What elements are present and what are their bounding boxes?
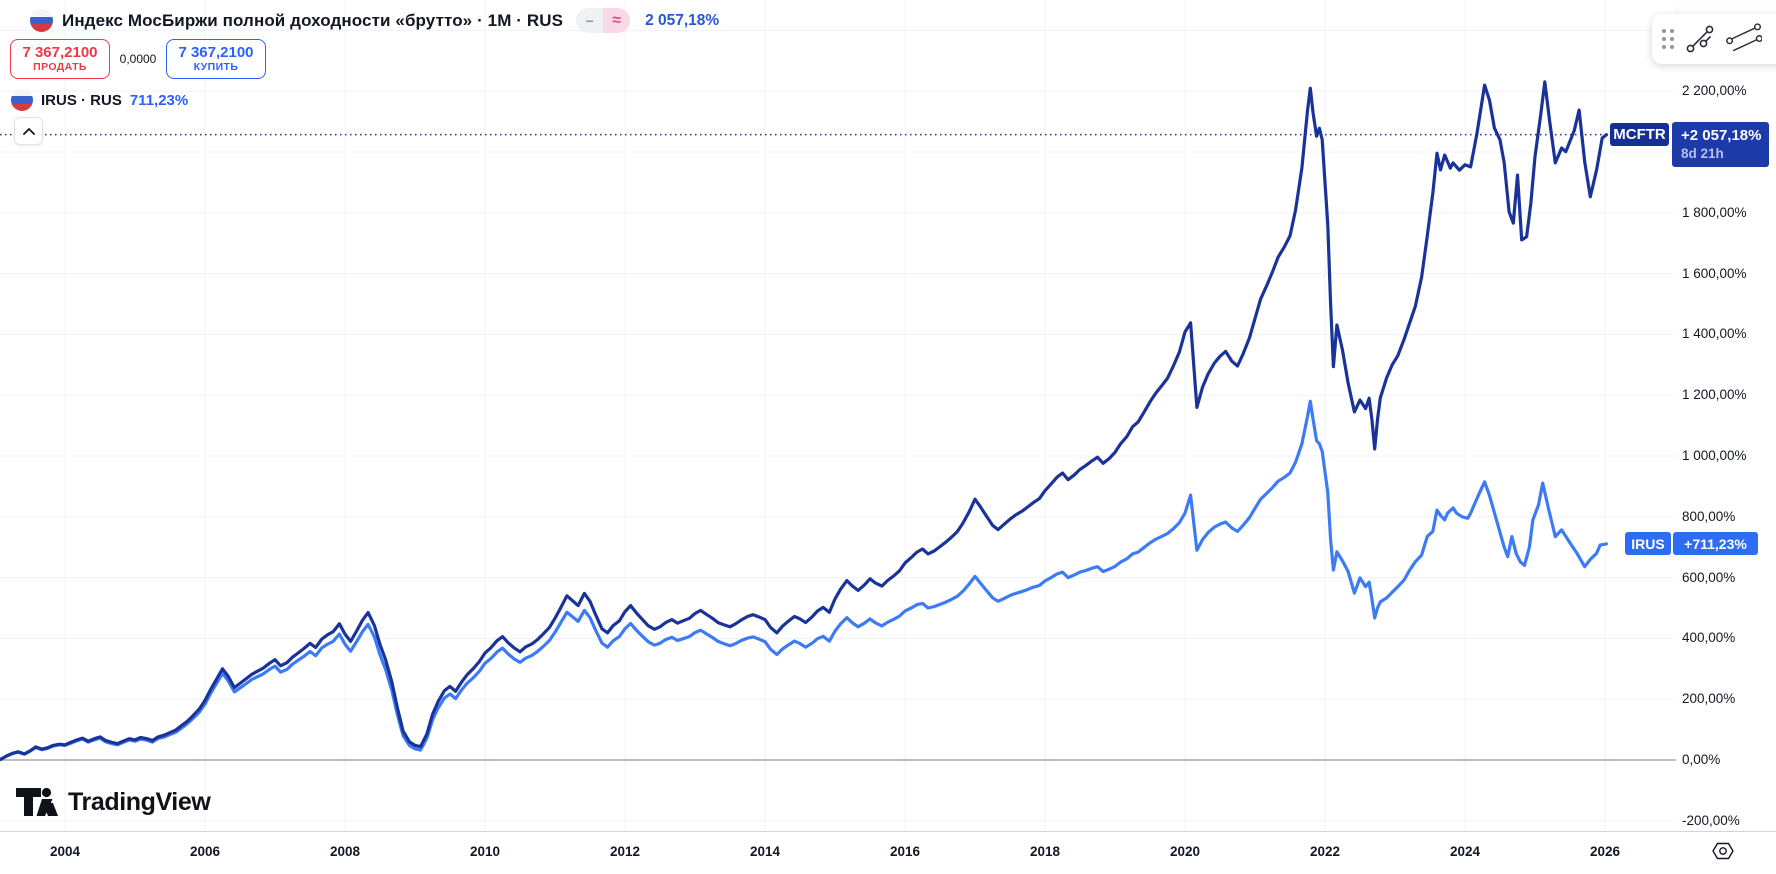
market-status-toggle[interactable]: − ≈ [576, 8, 631, 33]
trade-buttons: 7 367,2100 ПРОДАТЬ 0,0000 7 367,2100 КУП… [10, 39, 266, 79]
collapse-legend-button[interactable] [14, 117, 43, 145]
time-scale-label: 2006 [189, 844, 221, 859]
price-scale-label: 1 000,00% [1682, 448, 1747, 463]
time-scale-label: 2018 [1029, 844, 1061, 859]
time-scale-label: 2008 [329, 844, 361, 859]
price-scale-label: 1 600,00% [1682, 265, 1747, 281]
dash-icon[interactable]: − [576, 8, 604, 33]
mcftr-axis-label[interactable]: MCFTR [1610, 123, 1669, 147]
time-scale-label: 2012 [609, 844, 641, 859]
main-series-row[interactable]: Индекс МосБиржи полной доходности «брутт… [30, 8, 719, 33]
compare-value: 711,23% [129, 91, 189, 109]
tradingview-wordmark: TradingView [68, 787, 211, 816]
parallel-channel-tool-button[interactable] [1726, 21, 1762, 57]
time-axis[interactable] [0, 831, 1776, 874]
price-scale-label: -200,00% [1682, 812, 1740, 828]
sell-button[interactable]: 7 367,2100 ПРОДАТЬ [10, 39, 110, 79]
drawing-toolbar[interactable] [1652, 14, 1776, 64]
trend-line-tool-button[interactable] [1682, 21, 1718, 57]
tradingview-logo[interactable]: TradingView [15, 785, 211, 819]
time-scale-label: 2016 [889, 844, 921, 859]
price-scale-label: 1 800,00% [1682, 204, 1747, 220]
mcftr-price-value: +2 057,18% [1681, 127, 1762, 145]
symbol-title[interactable]: Индекс МосБиржи полной доходности «брутт… [62, 10, 564, 30]
drag-handle-icon[interactable] [1662, 29, 1674, 49]
price-scale-label: 600,00% [1682, 569, 1736, 585]
price-scale-label: 800,00% [1682, 508, 1736, 524]
chevron-up-icon [22, 127, 35, 135]
price-scale-label: 2 200,00% [1682, 83, 1747, 99]
spread-value: 0,0000 [119, 52, 157, 66]
irus-axis-label[interactable]: IRUS [1625, 532, 1671, 556]
main-series-value: 2 057,18% [645, 11, 720, 29]
tradingview-mark-icon [16, 787, 58, 816]
buy-price: 7 367,2100 [178, 44, 254, 61]
price-scale-label: 400,00% [1682, 630, 1736, 646]
time-scale-label: 2020 [1169, 844, 1201, 859]
compare-series-row[interactable]: IRUS · RUS 711,23% [11, 89, 188, 111]
price-scale-label: 200,00% [1682, 691, 1736, 707]
price-scale-label: 1 400,00% [1682, 326, 1747, 342]
time-scale-label: 2010 [469, 844, 501, 859]
time-scale-label: 2024 [1449, 844, 1481, 859]
price-scale-label: 0,00% [1682, 752, 1721, 767]
price-scale-label: 1 200,00% [1682, 387, 1747, 403]
irus-price-badge[interactable]: +711,23% [1673, 532, 1758, 556]
sell-label: ПРОДАТЬ [33, 61, 87, 73]
sell-price: 7 367,2100 [22, 44, 98, 61]
buy-button[interactable]: 7 367,2100 КУПИТЬ [166, 39, 266, 79]
time-scale-label: 2004 [49, 844, 81, 859]
russia-flag-icon [11, 89, 33, 111]
approx-icon[interactable]: ≈ [603, 8, 631, 33]
russia-flag-icon [30, 9, 53, 32]
series-mcftr[interactable] [0, 80, 1609, 762]
buy-label: КУПИТЬ [193, 61, 239, 73]
scale-settings-button[interactable] [1711, 841, 1735, 861]
mcftr-countdown: 8d 21h [1681, 146, 1724, 162]
gear-hex-icon [1712, 842, 1734, 860]
time-scale-label: 2014 [749, 844, 781, 859]
series-irus[interactable] [0, 399, 1609, 762]
time-scale-label: 2026 [1589, 844, 1621, 859]
time-scale-label: 2022 [1309, 844, 1341, 859]
trend-line-icon [1686, 25, 1714, 53]
parallel-channel-icon [1726, 23, 1762, 52]
compare-symbol[interactable]: IRUS · RUS [41, 91, 122, 109]
mcftr-price-badge[interactable]: +2 057,18% 8d 21h [1672, 121, 1769, 167]
